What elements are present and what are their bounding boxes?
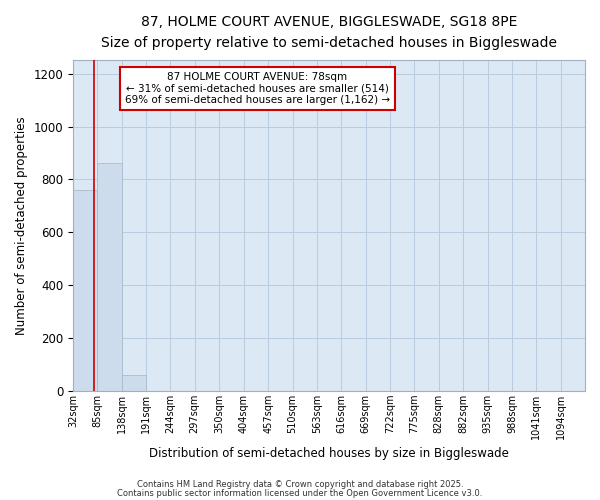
Text: Contains HM Land Registry data © Crown copyright and database right 2025.: Contains HM Land Registry data © Crown c… <box>137 480 463 489</box>
Title: 87, HOLME COURT AVENUE, BIGGLESWADE, SG18 8PE
Size of property relative to semi-: 87, HOLME COURT AVENUE, BIGGLESWADE, SG1… <box>101 15 557 50</box>
Bar <box>73 190 97 390</box>
Text: Contains public sector information licensed under the Open Government Licence v3: Contains public sector information licen… <box>118 488 482 498</box>
X-axis label: Distribution of semi-detached houses by size in Biggleswade: Distribution of semi-detached houses by … <box>149 447 509 460</box>
Y-axis label: Number of semi-detached properties: Number of semi-detached properties <box>15 116 28 335</box>
Bar <box>122 375 146 390</box>
Bar <box>97 164 122 390</box>
Text: 87 HOLME COURT AVENUE: 78sqm
← 31% of semi-detached houses are smaller (514)
69%: 87 HOLME COURT AVENUE: 78sqm ← 31% of se… <box>125 72 390 105</box>
